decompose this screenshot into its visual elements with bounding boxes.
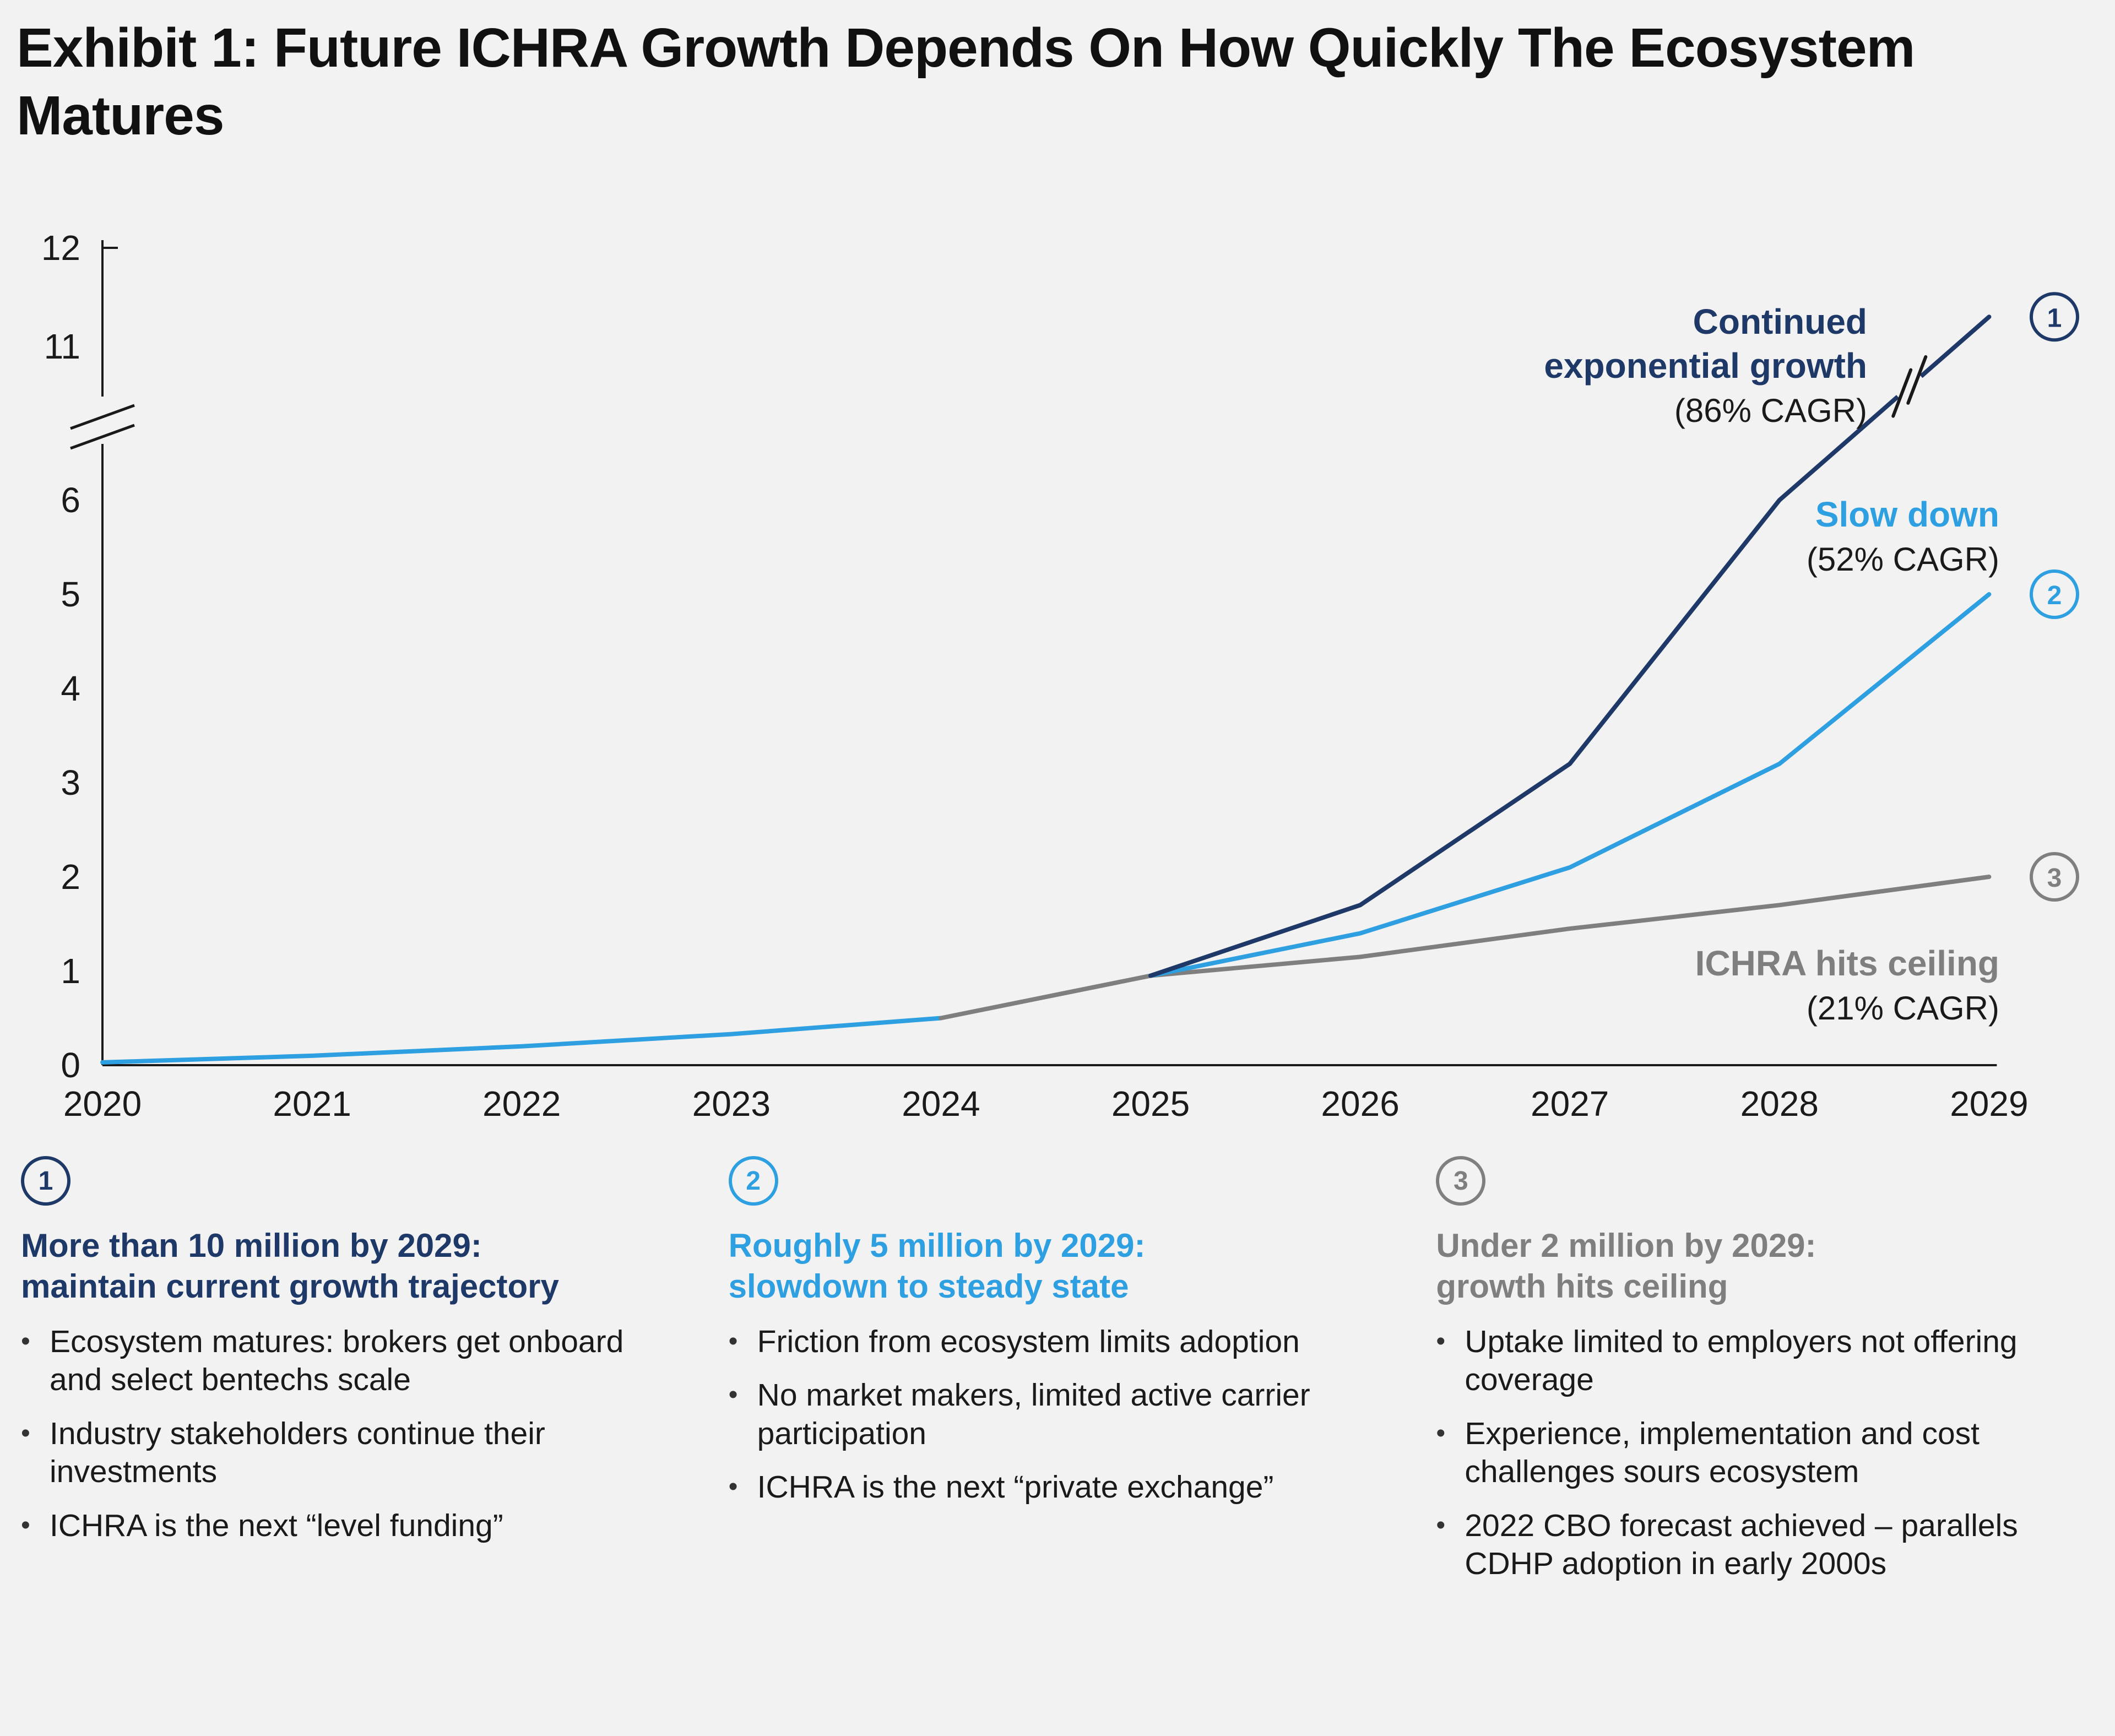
bullet-text: Industry stakeholders continue their inv… — [50, 1415, 545, 1490]
x-tick-label: 2022 — [482, 1084, 561, 1124]
chart-container: 0 1 2 3 4 5 6 11 12 2020 2021 2022 2023 2024 2025 2026 2… — [17, 169, 2098, 1152]
scenario-bullet: • 2022 CBO forecast achieved – parallels … — [1436, 1507, 2094, 1583]
exhibit-panel: Exhibit 1: Future ICHRA Growth Depends O… — [17, 14, 2098, 1583]
x-tick-label: 2024 — [902, 1084, 980, 1124]
scenario-bullet: • ICHRA is the next “private exchange” — [729, 1468, 1387, 1507]
bullet-dot: • — [728, 1380, 738, 1410]
series-line-3 — [1148, 875, 1992, 978]
scenario-heading-2: Roughly 5 million by 2029: slowdown to s… — [728, 1227, 1146, 1305]
scenario-marker-number-2: 2 — [2047, 581, 2062, 610]
bullet-text: Friction from ecosystem limits adoption — [757, 1323, 1300, 1359]
scenario-number-badge-3: 3 — [1436, 1156, 1486, 1206]
series-line-2 — [1148, 592, 1992, 978]
series-name-label-1: exponential growth — [1544, 346, 1867, 386]
scenario-marker-circle-2 — [2030, 569, 2079, 619]
y-tick-label: 0 — [61, 1045, 80, 1085]
scenario-bullet: • Uptake limited to employers not offerin… — [1436, 1323, 2094, 1399]
bullet-dot: • — [21, 1418, 30, 1448]
x-tick-label: 2026 — [1321, 1084, 1399, 1124]
x-tick-label: 2027 — [1531, 1084, 1609, 1124]
series-name-label-3: ICHRA hits ceiling — [1695, 943, 1999, 983]
x-tick-label: 2028 — [1740, 1084, 1819, 1124]
line-break-slash — [1906, 355, 1928, 405]
bullet-dot: • — [1436, 1418, 1446, 1448]
x-tick-label: 2021 — [273, 1084, 351, 1124]
scenario-heading-3: Under 2 million by 2029: growth hits cei… — [1436, 1227, 1816, 1305]
series-name-label-2: Slow down — [1815, 495, 1999, 534]
bullet-text: 2022 CBO forecast achieved – parallels C… — [1465, 1507, 2018, 1582]
scenario-bullet: • Experience, implementation and cost cha… — [1436, 1415, 2094, 1491]
series-line-base — [100, 1016, 943, 1065]
series-cagr-label-2: (52% CAGR) — [1807, 541, 1999, 578]
bullet-dot: • — [1436, 1326, 1446, 1356]
y-axis-break-slash — [70, 404, 135, 430]
x-tick-label: 2020 — [63, 1084, 142, 1124]
x-tick-label: 2023 — [692, 1084, 771, 1124]
y-tick-label: 1 — [61, 951, 80, 991]
scenario-number-badge-2: 2 — [728, 1156, 778, 1206]
bullet-text: ICHRA is the next “private exchange” — [757, 1469, 1274, 1505]
series-cagr-label-1: (86% CAGR) — [1674, 392, 1867, 429]
y-axis-break-slash — [70, 424, 135, 450]
bullet-text: ICHRA is the next “level funding” — [50, 1507, 503, 1543]
scenario-column-3: 3 Under 2 million by 2029: growth hits ce… — [1436, 1156, 2094, 1583]
series-name-label-1: Continued — [1693, 302, 1867, 341]
scenario-bullet: • Industry stakeholders continue their in… — [21, 1415, 679, 1491]
bullet-text: Experience, implementation and cost chal… — [1465, 1415, 1980, 1490]
exhibit-title: Exhibit 1: Future ICHRA Growth Depends O… — [17, 17, 1915, 147]
scenario-number-badge-1: 1 — [21, 1156, 70, 1206]
bullet-dot: • — [21, 1326, 30, 1356]
scenario-bullet: • Friction from ecosystem limits adoption — [729, 1323, 1387, 1361]
bullet-dot: • — [728, 1472, 738, 1502]
bullet-dot: • — [1436, 1510, 1446, 1540]
line-break-slash — [1891, 368, 1913, 418]
scenario-bullet: • No market makers, limited active carrie… — [729, 1376, 1387, 1453]
y-tick-label: 12 — [41, 228, 80, 268]
scenario-bullet: • ICHRA is the next “level funding” — [21, 1507, 679, 1545]
scenario-column-1: 1 More than 10 million by 2029: maintain … — [21, 1156, 679, 1583]
y-tick-label: 3 — [61, 763, 80, 802]
bullet-dot: • — [21, 1510, 30, 1540]
bullet-text: Uptake limited to employers not offering… — [1465, 1323, 2018, 1398]
scenario-marker-circle-1 — [2030, 292, 2079, 342]
y-tick-label: 4 — [61, 669, 80, 708]
scenario-bullet: • Ecosystem matures: brokers get onboard … — [21, 1323, 679, 1399]
bullet-text: No market makers, limited active carrier… — [757, 1377, 1310, 1451]
scenario-marker-number-1: 1 — [2047, 303, 2062, 333]
y-tick-label: 5 — [61, 574, 80, 614]
bullet-dot: • — [728, 1326, 738, 1356]
scenario-marker-circle-3 — [2030, 852, 2079, 902]
y-tick-label: 6 — [61, 480, 80, 520]
y-tick-label: 11 — [44, 327, 80, 366]
x-tick-label: 2025 — [1111, 1084, 1190, 1124]
x-tick-label: 2029 — [1950, 1084, 2028, 1124]
bullet-text: Ecosystem matures: brokers get onboard a… — [50, 1323, 624, 1398]
series-cagr-label-3: (21% CAGR) — [1807, 990, 1999, 1027]
scenario-marker-number-3: 3 — [2047, 864, 2062, 893]
scenario-columns: 1 More than 10 million by 2029: maintain … — [17, 1156, 2098, 1583]
scenario-column-2: 2 Roughly 5 million by 2029: slowdown to … — [728, 1156, 1387, 1583]
series-line-base — [939, 973, 1153, 1021]
y-tick-label: 2 — [61, 857, 80, 897]
series-line-1 — [1148, 314, 1992, 978]
scenario-heading-1: More than 10 million by 2029: maintain c… — [21, 1227, 559, 1305]
